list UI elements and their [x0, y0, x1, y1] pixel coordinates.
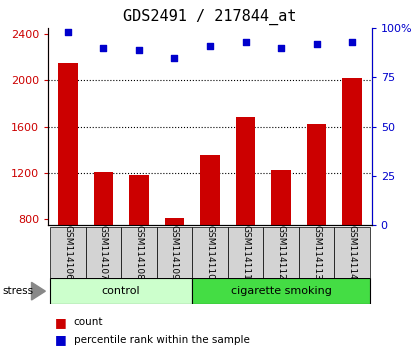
Point	[278, 45, 284, 51]
Text: GSM114111: GSM114111	[241, 225, 250, 280]
Bar	[334, 227, 370, 278]
Bar	[299, 227, 334, 278]
Bar	[200, 155, 220, 312]
Point	[136, 47, 142, 53]
Text: GSM114108: GSM114108	[134, 225, 143, 280]
Point	[171, 55, 178, 61]
Bar	[58, 63, 78, 312]
Bar	[165, 218, 184, 312]
Text: GSM114110: GSM114110	[205, 225, 215, 280]
Text: GSM114106: GSM114106	[63, 225, 72, 280]
Point	[349, 39, 355, 45]
Text: ■: ■	[55, 316, 66, 329]
Text: GSM114114: GSM114114	[348, 225, 357, 280]
Bar	[50, 278, 192, 304]
Point	[242, 39, 249, 45]
Text: count: count	[74, 317, 103, 327]
Bar	[192, 227, 228, 278]
Bar	[121, 227, 157, 278]
Bar	[307, 124, 326, 312]
Bar	[228, 227, 263, 278]
Text: GSM114109: GSM114109	[170, 225, 179, 280]
Bar	[263, 227, 299, 278]
Bar	[129, 175, 149, 312]
Polygon shape	[32, 282, 45, 300]
Text: cigarette smoking: cigarette smoking	[231, 286, 331, 296]
Text: GSM114113: GSM114113	[312, 225, 321, 280]
Bar	[50, 227, 86, 278]
Text: GDS2491 / 217844_at: GDS2491 / 217844_at	[123, 9, 297, 25]
Text: stress: stress	[2, 286, 33, 296]
Point	[65, 29, 71, 35]
Text: percentile rank within the sample: percentile rank within the sample	[74, 335, 249, 345]
Point	[100, 45, 107, 51]
Text: GSM114107: GSM114107	[99, 225, 108, 280]
Text: ■: ■	[55, 333, 66, 346]
Text: control: control	[102, 286, 140, 296]
Bar	[271, 171, 291, 312]
Bar	[342, 78, 362, 312]
Bar	[157, 227, 192, 278]
Point	[207, 43, 213, 49]
Point	[313, 41, 320, 47]
Bar	[236, 117, 255, 312]
Bar	[86, 227, 121, 278]
Bar	[94, 172, 113, 312]
Text: GSM114112: GSM114112	[277, 225, 286, 280]
Bar	[192, 278, 370, 304]
